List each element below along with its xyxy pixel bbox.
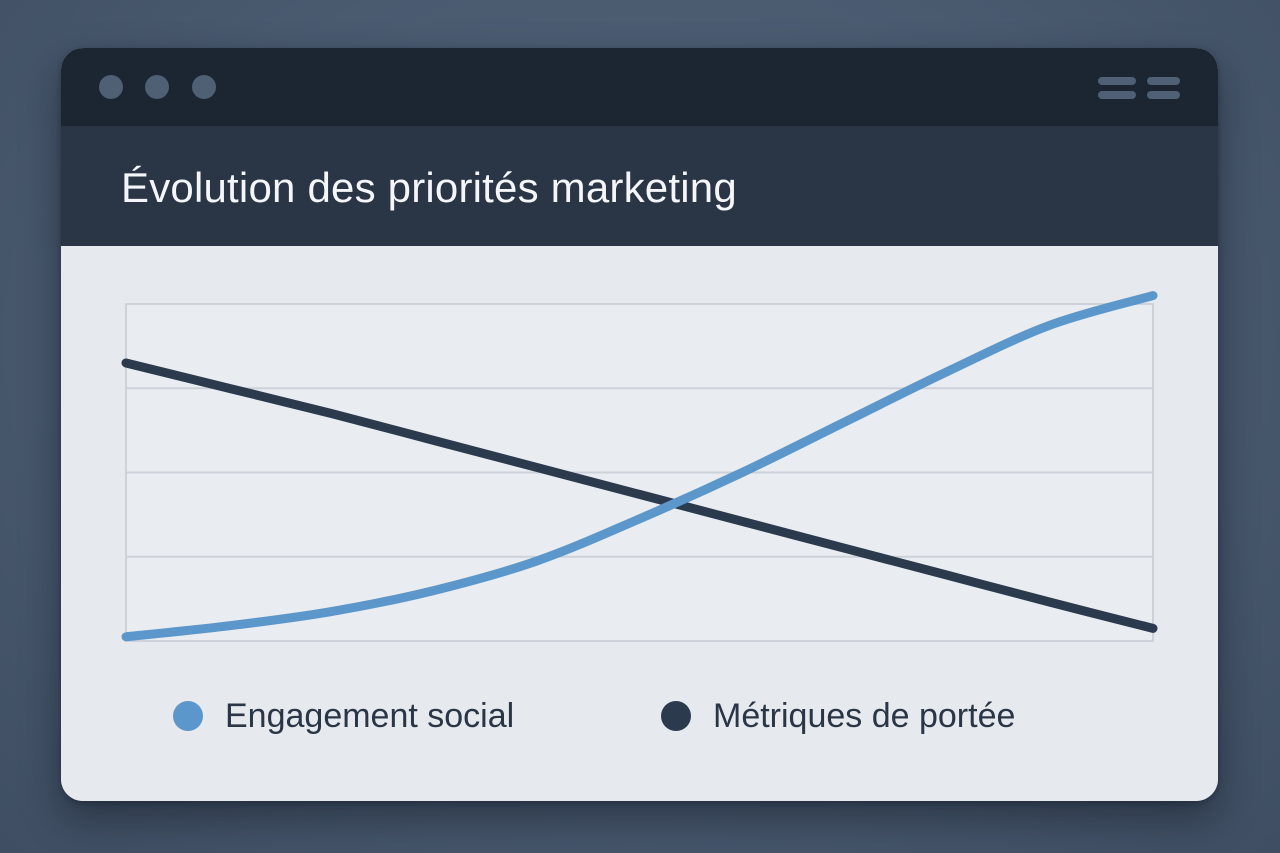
series-line-engagement — [121, 291, 1158, 642]
chart-header: Évolution des priorités marketing — [61, 126, 1218, 246]
maximize-dot[interactable] — [192, 75, 216, 99]
chart-legend: Engagement social Métriques de portée — [61, 696, 1218, 736]
line-chart — [121, 291, 1158, 642]
legend-item-portee: Métriques de portée — [661, 696, 1015, 736]
legend-swatch-engagement — [173, 701, 203, 731]
legend-label-portee: Métriques de portée — [713, 696, 1016, 735]
legend-swatch-portee — [661, 701, 691, 731]
chart-title: Évolution des priorités marketing — [121, 164, 737, 211]
menu-icon[interactable] — [1098, 75, 1180, 101]
minimize-dot[interactable] — [145, 75, 169, 99]
app-window: Évolution des priorités marketing Engage… — [61, 48, 1218, 801]
legend-item-engagement: Engagement social — [173, 696, 514, 736]
legend-label-engagement: Engagement social — [225, 696, 515, 735]
series-line-portee — [121, 358, 1158, 633]
title-bar — [61, 48, 1218, 126]
chart-area: Engagement social Métriques de portée — [61, 246, 1218, 801]
close-dot[interactable] — [99, 75, 123, 99]
